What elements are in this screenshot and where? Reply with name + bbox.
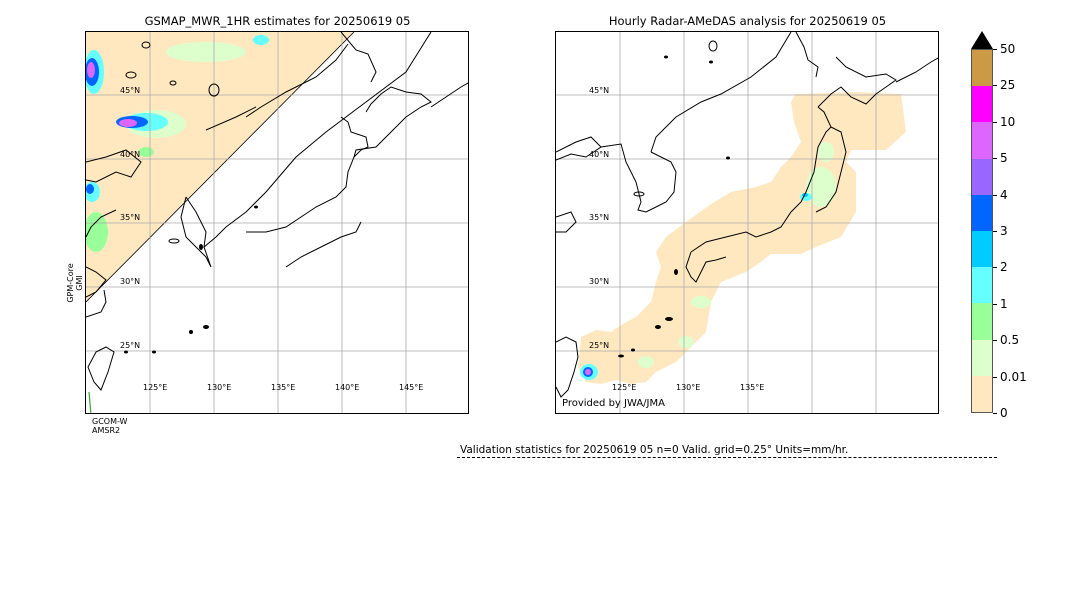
- validation-statistics-text: Validation statistics for 20250619 05 n=…: [460, 444, 849, 456]
- left-map-gsmap: 45°N 40°N 35°N 30°N 25°N 125°E 130°E 135…: [85, 31, 469, 414]
- lat-label-35: 35°N: [120, 213, 141, 222]
- lat-label-40: 40°N: [120, 150, 141, 159]
- lon-label-125: 125°E: [612, 383, 637, 392]
- colorbar-bin-10-25: [972, 86, 992, 123]
- lat-label-45: 45°N: [589, 86, 610, 95]
- colorbar: [971, 49, 993, 413]
- colorbar-bin-25-50: [972, 50, 992, 87]
- colorbar-bin-5-10: [972, 122, 992, 159]
- colorbar-bin-0.01-0.5: [972, 339, 992, 376]
- colorbar-bin-1-2: [972, 267, 992, 304]
- colorbar-bin-0.5-1: [972, 303, 992, 340]
- satellite-label-top-line2: GMI: [75, 275, 84, 291]
- satellite-label-top-line1: GPM-Core: [66, 263, 75, 303]
- colorbar-tick-2: 2: [993, 260, 1008, 274]
- right-map-radar: 45°N 40°N 35°N 30°N 25°N 125°E 130°E 135…: [555, 31, 939, 414]
- lat-label-45: 45°N: [120, 86, 141, 95]
- colorbar-extend-arrow: [971, 31, 993, 49]
- lon-label-145: 145°E: [399, 383, 424, 392]
- colorbar-tick-10: 10: [993, 115, 1015, 129]
- lat-label-25: 25°N: [589, 341, 610, 350]
- colorbar-tick-0: 0: [993, 406, 1008, 420]
- colorbar-bin-0-0.01: [972, 375, 992, 413]
- colorbar-bin-3-4: [972, 194, 992, 232]
- right-map-plot: [556, 32, 938, 413]
- satellite-label-bottom-line1: GCOM-W: [92, 417, 128, 426]
- lat-label-30: 30°N: [120, 277, 141, 286]
- satellite-label-top: GPM-Core GMI: [66, 261, 84, 305]
- colorbar-tick-50: 50: [993, 42, 1015, 56]
- lat-label-30: 30°N: [589, 277, 610, 286]
- validation-divider: [457, 457, 997, 458]
- colorbar-tick-1: 1: [993, 297, 1008, 311]
- colorbar-tick-4: 4: [993, 188, 1008, 202]
- right-map-title: Hourly Radar-AMeDAS analysis for 2025061…: [608, 14, 887, 28]
- colorbar-tick-5: 5: [993, 151, 1008, 165]
- colorbar-bin-4-5: [972, 158, 992, 195]
- colorbar-tick-25: 25: [993, 78, 1015, 92]
- colorbar-tick-3: 3: [993, 224, 1008, 238]
- satellite-label-bottom-line2: AMSR2: [92, 426, 121, 435]
- lat-label-35: 35°N: [589, 213, 610, 222]
- lon-label-135: 135°E: [271, 383, 296, 392]
- lat-label-40: 40°N: [589, 150, 610, 159]
- lon-label-140: 140°E: [335, 383, 360, 392]
- lon-label-130: 130°E: [676, 383, 701, 392]
- left-map-plot: [86, 32, 468, 413]
- lat-label-25: 25°N: [120, 341, 141, 350]
- lon-label-125: 125°E: [143, 383, 168, 392]
- colorbar-bin-2-3: [972, 231, 992, 268]
- lon-label-130: 130°E: [207, 383, 232, 392]
- colorbar-tick-0.01: 0.01: [993, 370, 1027, 384]
- provided-by-label: Provided by JWA/JMA: [562, 398, 665, 409]
- left-map-title: GSMAP_MWR_1HR estimates for 20250619 05: [144, 14, 411, 28]
- satellite-label-bottom: GCOM-W AMSR2: [92, 417, 127, 435]
- colorbar-tick-0.5: 0.5: [993, 333, 1019, 347]
- lon-label-135: 135°E: [740, 383, 765, 392]
